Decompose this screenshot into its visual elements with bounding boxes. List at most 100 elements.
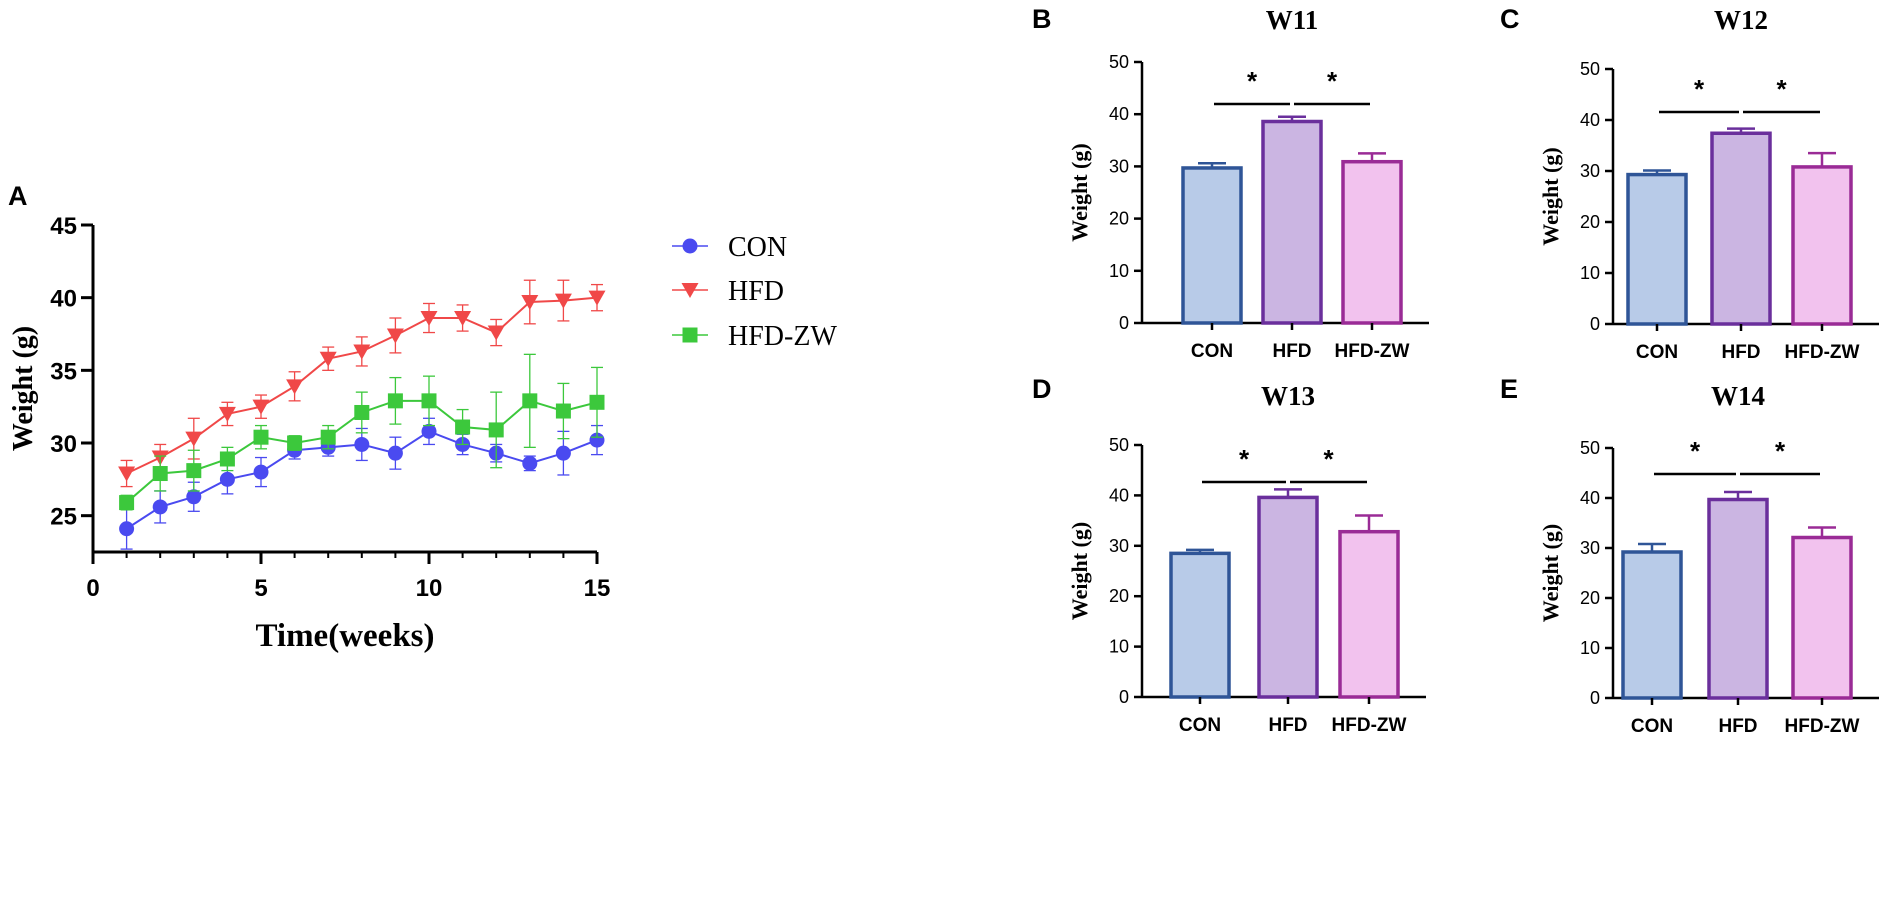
y-tick-label-b: 50: [1109, 52, 1129, 72]
data-point: [487, 325, 505, 341]
data-point: [589, 394, 605, 410]
bar-con: [1621, 550, 1683, 700]
x-axis-title-a: Time(weeks): [255, 618, 434, 654]
category-label-con: CON: [1631, 716, 1673, 737]
series-hfd: [118, 279, 606, 488]
category-label-con: CON: [1636, 342, 1678, 363]
y-tick-label-d: 20: [1109, 586, 1129, 606]
bar-con: [1181, 166, 1243, 325]
bar-con: [1626, 172, 1688, 326]
data-point: [454, 311, 472, 327]
data-point: [320, 429, 336, 445]
data-point: [387, 393, 403, 409]
significance-star: *: [1776, 74, 1787, 104]
y-tick-label-b: 10: [1109, 261, 1129, 281]
bar-hfd-zw: [1791, 535, 1853, 700]
data-point: [119, 495, 135, 511]
data-point: [522, 455, 538, 471]
y-tick-label-a: 45: [50, 213, 77, 240]
category-label-hfd: HFD: [1272, 341, 1311, 362]
panel-label-c: C: [1500, 4, 1520, 34]
data-point: [119, 521, 135, 537]
data-point: [186, 463, 202, 479]
category-label-hfd: HFD: [1268, 715, 1307, 736]
bar-hfd-zw: [1791, 165, 1853, 326]
panel-label-a: A: [8, 181, 28, 211]
bar-hfd: [1707, 497, 1769, 700]
y-tick-label-d: 30: [1109, 536, 1129, 556]
data-point: [554, 293, 572, 309]
y-tick-label-c: 30: [1580, 161, 1600, 181]
significance-star: *: [1775, 436, 1786, 466]
category-label-con: CON: [1191, 341, 1233, 362]
data-point: [386, 328, 404, 344]
data-point: [588, 290, 606, 306]
y-tick-label-d: 0: [1119, 687, 1129, 707]
category-label-hfd-zw: HFD-ZW: [1335, 341, 1410, 362]
data-point: [353, 344, 371, 360]
data-point: [555, 403, 571, 419]
panel-a: A 25 30 35 40 45 0 5 10 15 Time(weeks) Weight (g) CO…: [8, 181, 837, 654]
panel-d: D W13 0 10 20 30 40 50 Weight (g) CON HFD HFD-ZW * *: [1032, 374, 1426, 736]
data-point: [219, 451, 235, 467]
y-tick-label-c: 40: [1580, 110, 1600, 130]
category-label-hfd-zw: HFD-ZW: [1332, 715, 1407, 736]
legend-marker-con: [682, 238, 698, 254]
bar-hfd: [1710, 131, 1772, 326]
bar-hfd: [1257, 495, 1319, 699]
panel-b: B W11 0 10 20 30 40 50 Weight (g) CON HFD HFD-ZW * *: [1032, 4, 1429, 362]
y-tick-label-d: 40: [1109, 485, 1129, 505]
data-point: [253, 464, 269, 480]
data-point: [589, 432, 605, 448]
category-label-con: CON: [1179, 715, 1221, 736]
data-point: [287, 435, 303, 451]
data-point: [118, 466, 136, 482]
data-point: [521, 295, 539, 311]
data-point: [488, 422, 504, 438]
panel-c: C W12 0 10 20 30 40 50 Weight (g) CON HFD HFD-ZW * *: [1500, 4, 1879, 363]
data-point: [286, 379, 304, 395]
y-tick-label-e: 50: [1580, 438, 1600, 458]
y-tick-label-a: 35: [50, 358, 77, 385]
chart-title-e: W14: [1711, 381, 1765, 411]
data-point: [152, 499, 168, 515]
legend-marker-hfd: [681, 283, 699, 298]
legend-label-hfd-zw: HFD-ZW: [728, 321, 837, 352]
y-axis-title-b: Weight (g): [1067, 143, 1092, 241]
y-tick-label-b: 20: [1109, 209, 1129, 229]
x-tick-label-a: 10: [416, 575, 443, 602]
data-point: [186, 489, 202, 505]
significance-star: *: [1247, 66, 1258, 96]
chart-title-c: W12: [1714, 5, 1768, 35]
significance-star: *: [1694, 74, 1705, 104]
y-axis-title-d: Weight (g): [1067, 522, 1092, 620]
y-tick-label-c: 20: [1580, 212, 1600, 232]
data-point: [152, 466, 168, 482]
y-axis-title-e: Weight (g): [1538, 524, 1563, 622]
category-label-hfd-zw: HFD-ZW: [1785, 342, 1860, 363]
data-point: [387, 445, 403, 461]
bar-con: [1169, 551, 1231, 699]
bar-hfd: [1261, 119, 1323, 325]
legend-marker-hfd-zw: [682, 327, 698, 343]
y-tick-label-b: 0: [1119, 313, 1129, 333]
data-point: [218, 406, 236, 422]
significance-star: *: [1690, 436, 1701, 466]
y-tick-label-a: 30: [50, 431, 77, 458]
legend-label-con: CON: [728, 232, 787, 263]
x-tick-label-a: 5: [254, 575, 267, 602]
y-tick-label-e: 20: [1580, 588, 1600, 608]
category-label-hfd: HFD: [1721, 342, 1760, 363]
data-point: [319, 351, 337, 367]
data-point: [522, 393, 538, 409]
y-tick-label-e: 0: [1590, 688, 1600, 708]
data-point: [354, 404, 370, 420]
bar-hfd-zw: [1341, 159, 1403, 325]
data-point: [219, 471, 235, 487]
data-point: [253, 429, 269, 445]
y-tick-label-c: 50: [1580, 59, 1600, 79]
y-tick-label-d: 10: [1109, 637, 1129, 657]
panel-e: E W14 0 10 20 30 40 50 Weight (g) CON HFD HFD-ZW * *: [1500, 374, 1879, 737]
legend-a: CON HFD HFD-ZW: [672, 232, 837, 352]
